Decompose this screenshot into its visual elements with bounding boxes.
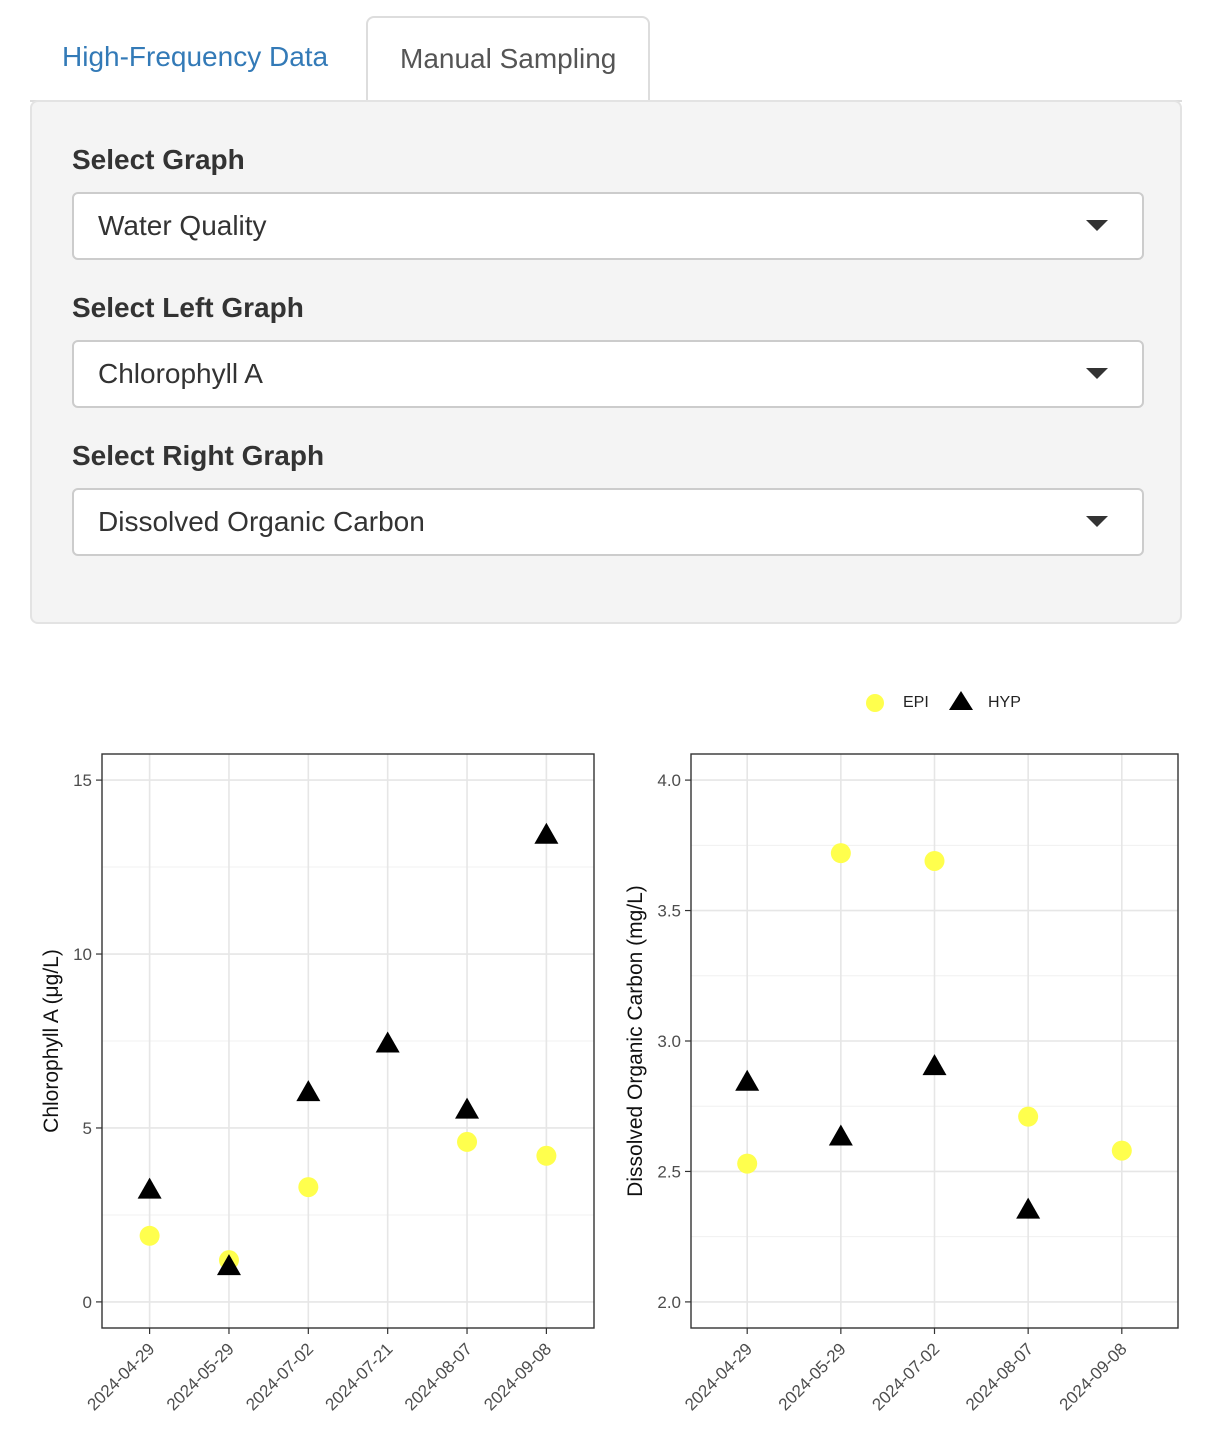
tab-high-frequency-data[interactable]: High-Frequency Data	[62, 41, 329, 72]
data-point-hyp	[296, 1080, 321, 1102]
select-left-graph-dropdown[interactable]: Chlorophyll A	[72, 340, 1144, 408]
y-tick-label: 4.0	[657, 771, 681, 790]
data-point-hyp	[455, 1097, 480, 1119]
x-tick-label: 2024-04-29	[84, 1339, 159, 1414]
x-tick-label: 2024-09-08	[1056, 1339, 1131, 1414]
y-tick-label: 0	[83, 1293, 92, 1312]
data-point-epi	[536, 1145, 557, 1166]
data-point-epi	[924, 850, 945, 871]
data-point-epi	[298, 1177, 319, 1198]
chevron-down-icon	[1086, 516, 1108, 527]
plot-border	[690, 753, 1179, 1329]
data-point-hyp	[216, 1254, 241, 1276]
circle-icon	[866, 694, 884, 712]
select-graph-value: Water Quality	[98, 210, 267, 241]
data-point-hyp	[735, 1069, 760, 1091]
data-point-epi	[830, 843, 851, 864]
legend-label-epi: EPI	[903, 694, 929, 711]
y-tick-label: 3.0	[657, 1032, 681, 1051]
select-right-graph-dropdown[interactable]: Dissolved Organic Carbon	[72, 488, 1144, 556]
data-point-hyp	[828, 1124, 853, 1146]
select-left-graph-value: Chlorophyll A	[98, 358, 263, 389]
data-point-epi	[1018, 1106, 1039, 1127]
select-right-graph-value: Dissolved Organic Carbon	[98, 506, 425, 537]
data-point-epi	[1111, 1140, 1132, 1161]
data-point-epi	[139, 1225, 160, 1246]
x-tick-label: 2024-09-08	[480, 1339, 555, 1414]
triangle-icon	[949, 691, 973, 710]
x-tick-label: 2024-05-29	[775, 1339, 850, 1414]
y-tick-label: 5	[83, 1119, 92, 1138]
y-tick-label: 15	[73, 771, 92, 790]
select-graph-label: Select Graph	[72, 144, 245, 175]
x-tick-label: 2024-07-02	[868, 1339, 943, 1414]
chevron-down-icon	[1086, 368, 1108, 379]
x-tick-label: 2024-07-02	[242, 1339, 317, 1414]
y-axis-title: Chlorophyll A (μg/L)	[40, 949, 63, 1133]
x-tick-label: 2024-04-29	[681, 1339, 756, 1414]
x-tick-label: 2024-05-29	[163, 1339, 238, 1414]
data-point-hyp	[375, 1031, 400, 1053]
y-tick-label: 2.0	[657, 1293, 681, 1312]
y-tick-label: 2.5	[657, 1162, 681, 1181]
y-tick-label: 10	[73, 945, 92, 964]
data-point-epi	[457, 1131, 478, 1152]
select-left-graph-label: Select Left Graph	[72, 292, 304, 323]
controls-panel: Select Graph Water Quality Select Left G…	[30, 100, 1182, 624]
plot-border	[101, 753, 595, 1329]
x-tick-label: 2024-08-07	[962, 1339, 1037, 1414]
data-point-hyp	[1016, 1197, 1041, 1219]
chevron-down-icon	[1086, 220, 1108, 231]
data-point-hyp	[534, 822, 559, 844]
legend-label-hyp: HYP	[988, 694, 1021, 711]
select-right-graph-label: Select Right Graph	[72, 440, 325, 471]
data-point-hyp	[922, 1054, 947, 1076]
y-axis-title: Dissolved Organic Carbon (mg/L)	[624, 885, 647, 1197]
x-tick-label: 2024-08-07	[401, 1339, 476, 1414]
select-graph-dropdown[interactable]: Water Quality	[72, 192, 1144, 260]
data-point-epi	[737, 1153, 758, 1174]
y-tick-label: 3.5	[657, 902, 681, 921]
tab-manual-sampling[interactable]: Manual Sampling	[366, 16, 651, 102]
data-point-hyp	[137, 1177, 162, 1199]
tab-bar: High-Frequency Data Manual Sampling	[30, 16, 1182, 102]
x-tick-label: 2024-07-21	[322, 1339, 397, 1414]
